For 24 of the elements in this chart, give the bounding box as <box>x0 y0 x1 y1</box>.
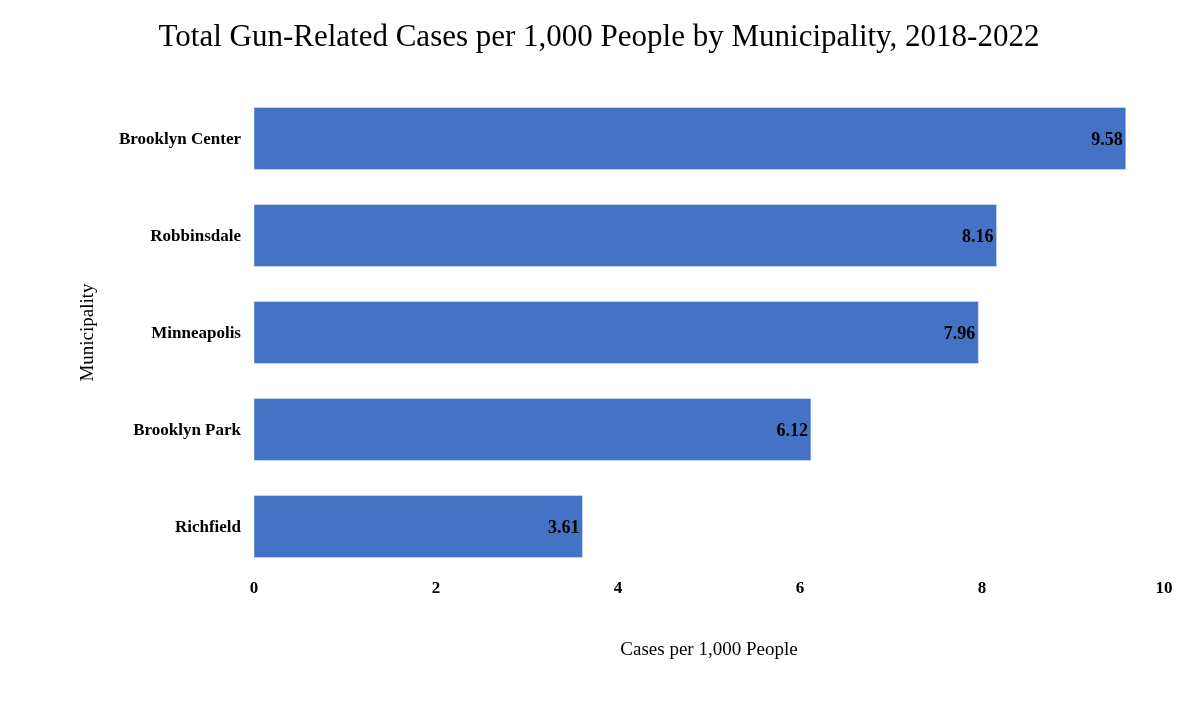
x-tick-label: 10 <box>1155 578 1173 597</box>
data-label: 3.61 <box>548 516 580 537</box>
x-tick-label: 2 <box>431 578 441 597</box>
data-label: 9.58 <box>1091 128 1123 149</box>
bar <box>254 495 583 558</box>
bar <box>254 398 812 461</box>
x-tick-label: 6 <box>795 578 805 597</box>
y-axis-title: Municipality <box>75 282 97 382</box>
data-label: 8.16 <box>962 225 994 246</box>
chart-title: Total Gun-Related Cases per 1,000 People by Municipality, 2018-2022 <box>158 18 1040 54</box>
y-tick-label: Minneapolis <box>151 323 242 343</box>
y-tick-label: Brooklyn Park <box>133 420 242 440</box>
y-tick-label: Robbinsdale <box>150 226 242 246</box>
y-tick-label: Brooklyn Center <box>119 129 242 149</box>
bar <box>254 301 979 364</box>
bar <box>254 204 997 267</box>
x-tick-label: 8 <box>977 578 987 597</box>
x-tick-label: 4 <box>613 578 623 597</box>
bar <box>254 107 1127 170</box>
data-label: 7.96 <box>943 322 976 343</box>
x-tick-label: 0 <box>249 578 259 597</box>
data-label: 6.12 <box>776 419 808 440</box>
x-axis-title: Cases per 1,000 People <box>620 637 798 659</box>
y-tick-label: Richfield <box>174 517 242 537</box>
